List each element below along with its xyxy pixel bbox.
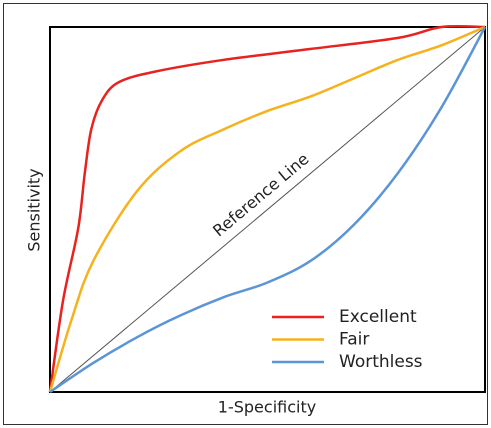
legend-label: Fair bbox=[339, 330, 369, 350]
roc-curve bbox=[49, 26, 487, 394]
y-axis-label: Sensitivity bbox=[25, 168, 44, 251]
x-axis-label: 1-Specificity bbox=[218, 398, 316, 417]
legend-label: Excellent bbox=[339, 307, 417, 327]
roc-curve bbox=[48, 25, 486, 393]
reference-line bbox=[49, 26, 486, 393]
legend-label: Worthless bbox=[339, 352, 423, 372]
roc-curve bbox=[48, 24, 486, 393]
